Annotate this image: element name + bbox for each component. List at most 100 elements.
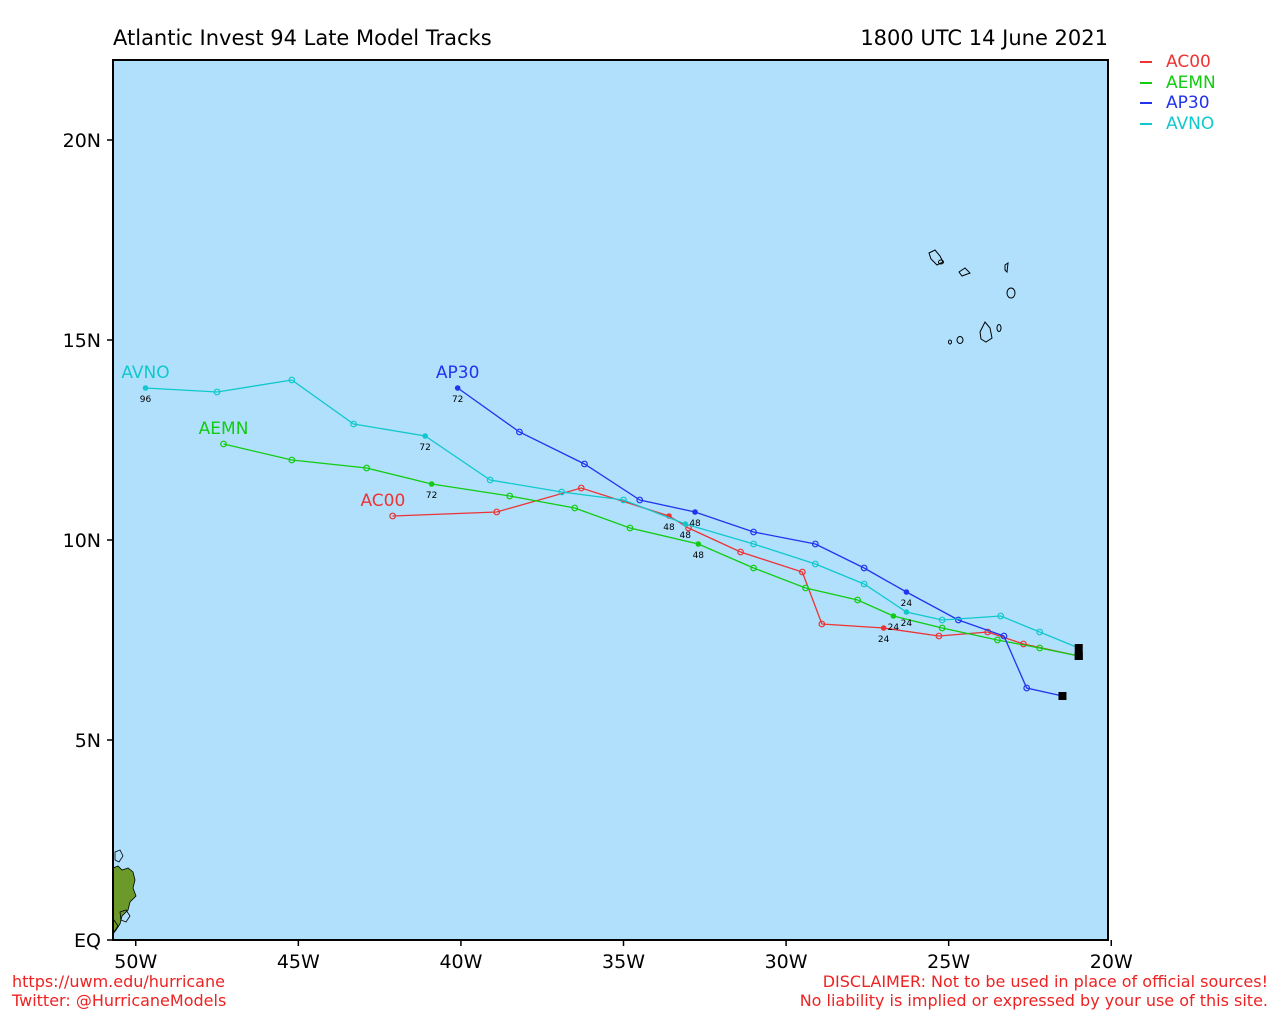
track-point (997, 612, 1005, 620)
legend-label: AEMN (1166, 72, 1216, 93)
y-tick-label: 15N (63, 330, 101, 352)
forecast-hour-label: 72 (419, 443, 430, 453)
forecast-hour-label: 48 (663, 523, 675, 533)
track-point (818, 620, 826, 628)
track-point (213, 388, 221, 396)
track-start-marker (1058, 692, 1067, 700)
track-point (428, 481, 435, 487)
track-point (750, 528, 757, 536)
track-point (577, 484, 585, 492)
forecast-hour-label: 24 (901, 619, 913, 629)
forecast-hour-label: 24 (901, 599, 913, 609)
legend-item-aemn: AEMN (1140, 73, 1216, 94)
track-point (860, 564, 868, 572)
track-point (802, 584, 809, 592)
track-point (798, 568, 806, 576)
track-point (938, 616, 946, 624)
track-point (682, 521, 689, 527)
south-america-coast (112, 865, 137, 936)
map-timestamp: 1800 UTC 14 June 2021 (860, 26, 1108, 50)
track-name-label: AP30 (436, 363, 480, 383)
legend-swatch (1140, 81, 1152, 84)
track-line (223, 443, 1079, 657)
track-point (558, 488, 566, 496)
track-point (142, 385, 149, 391)
footer-links: https://uwm.edu/hurricane Twitter: @Hurr… (12, 972, 226, 1010)
track-point (1000, 632, 1008, 640)
track-point (493, 508, 501, 516)
legend-label: AC00 (1166, 52, 1211, 72)
track-point (620, 496, 627, 504)
y-tick-label: 5N (75, 730, 101, 752)
x-tick-label: 25W (927, 951, 970, 973)
track-point (1036, 644, 1044, 652)
disclaimer-line-1: DISCLAIMER: Not to be used in place of o… (822, 972, 1268, 991)
track-point (737, 548, 744, 556)
x-tick-label: 45W (277, 951, 320, 973)
track-point (1036, 628, 1044, 636)
legend-item-avno: AVNO (1140, 114, 1216, 135)
forecast-hour-label: 48 (680, 531, 692, 541)
forecast-hour-label: 72 (426, 491, 437, 501)
forecast-hour-label: 96 (140, 395, 152, 405)
track-point (890, 613, 897, 619)
website-link[interactable]: https://uwm.edu/hurricane (12, 972, 225, 991)
track-point (422, 433, 428, 439)
track-point (288, 456, 296, 464)
track-point (581, 460, 588, 468)
track-point (903, 609, 910, 615)
track-point (350, 420, 358, 428)
track-point (938, 624, 946, 632)
track-name-label: AC00 (360, 491, 405, 511)
track-point (363, 464, 371, 472)
track-name-label: AVNO (121, 363, 169, 383)
forecast-hour-label: 24 (888, 623, 900, 633)
track-ac00: 24 48 AC00 (360, 484, 1083, 660)
forecast-hour-label: 72 (452, 395, 463, 405)
track-line (457, 387, 1063, 697)
track-avno: 24 48 72 96 AVNO (121, 363, 1083, 652)
track-point (486, 476, 494, 484)
track-point (288, 376, 296, 384)
legend-label: AP30 (1166, 93, 1210, 113)
track-point (692, 509, 698, 515)
track-point (811, 540, 819, 548)
legend: AC00 AEMN AP30 AVNO (1140, 52, 1216, 134)
track-point (984, 628, 992, 636)
disclaimer-line-2: No liability is implied or expressed by … (799, 991, 1268, 1010)
legend-item-ac00: AC00 (1140, 52, 1216, 73)
track-point (750, 540, 757, 548)
track-aemn: 24 48 72 AEMN (199, 419, 1083, 660)
track-start-marker (1074, 644, 1083, 652)
twitter-handle[interactable]: Twitter: @HurricaneModels (12, 991, 227, 1010)
cape-verde-islands (928, 249, 1016, 345)
ocean-background (113, 60, 1108, 940)
track-point (854, 596, 862, 604)
track-name-label: AEMN (199, 419, 249, 439)
y-tick-label: 10N (63, 530, 101, 552)
coast-detail (113, 849, 131, 933)
track-point (454, 385, 461, 391)
track-point (750, 564, 757, 572)
track-point (516, 428, 523, 436)
x-tick-label: 50W (114, 951, 157, 973)
track-point (994, 636, 1001, 644)
track-start-marker (1074, 652, 1083, 660)
x-tick-label: 35W (602, 951, 645, 973)
x-tick-label: 40W (439, 951, 482, 973)
track-point (571, 504, 579, 512)
forecast-hour-label: 48 (689, 519, 701, 529)
track-point (389, 512, 397, 520)
track-point (636, 496, 644, 504)
map-title: Atlantic Invest 94 Late Model Tracks (113, 26, 492, 50)
track-point (935, 632, 943, 640)
legend-swatch (1140, 122, 1152, 125)
track-point (695, 541, 702, 547)
track-point (860, 580, 868, 588)
forecast-hour-label: 48 (693, 551, 705, 561)
x-tick-label: 20W (1090, 951, 1133, 973)
y-tick-label: EQ (74, 930, 101, 952)
track-point (903, 589, 910, 595)
legend-swatch (1140, 61, 1152, 63)
